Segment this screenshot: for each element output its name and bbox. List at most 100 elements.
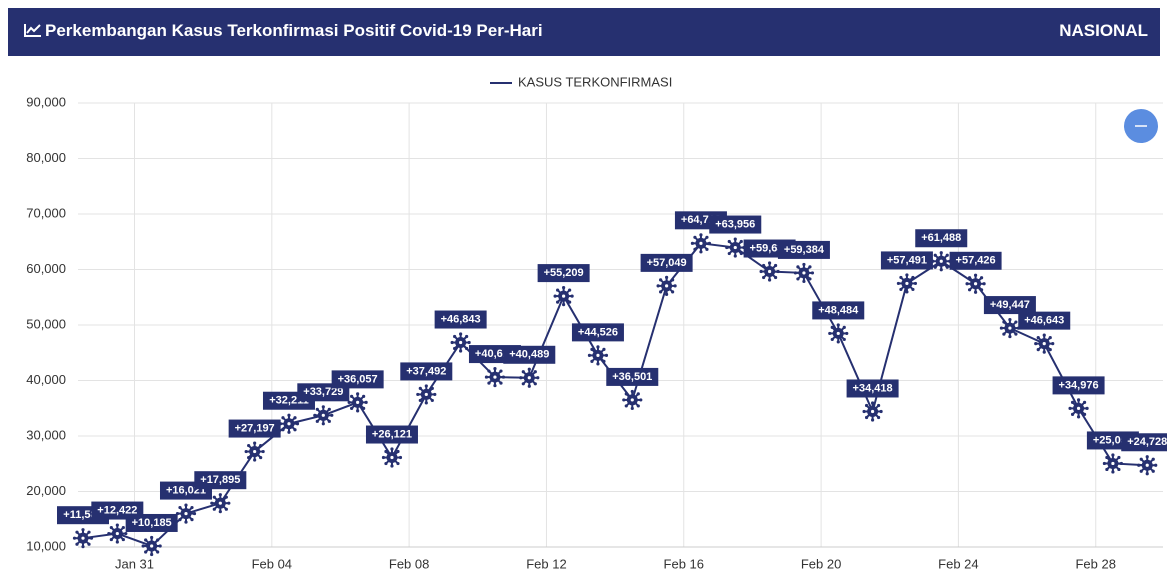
spike-tip xyxy=(690,241,695,245)
x-tick-label: Feb 20 xyxy=(801,556,841,571)
spike-tip xyxy=(398,455,403,460)
data-label: +57,049 xyxy=(647,257,687,269)
spike-tip xyxy=(739,251,743,256)
spike-tip xyxy=(587,353,592,357)
spike-tip xyxy=(671,278,675,282)
spike-tip xyxy=(973,290,978,294)
zoom-button[interactable] xyxy=(1124,109,1158,143)
data-label: +34,976 xyxy=(1059,379,1099,391)
spike-tip xyxy=(465,346,469,351)
spike-tip xyxy=(665,292,669,296)
spike-tip xyxy=(877,415,881,420)
spike-tip xyxy=(604,353,609,357)
spike-tip xyxy=(450,340,454,345)
spike-tip xyxy=(570,294,574,298)
spike-tip xyxy=(527,367,531,371)
spike-tip xyxy=(1145,472,1149,476)
spike-tip xyxy=(212,495,216,499)
spike-tip xyxy=(624,392,628,396)
spike-tip xyxy=(828,331,832,336)
spike-tip xyxy=(965,282,969,286)
spike-tip xyxy=(418,386,422,391)
spike-tip xyxy=(487,381,491,385)
spike-tip xyxy=(465,334,469,339)
spike-tip xyxy=(1014,320,1018,324)
spike-tip xyxy=(1048,336,1052,340)
data-label: +63,956 xyxy=(715,218,755,230)
virus-dot xyxy=(870,409,875,414)
spike-tip xyxy=(979,276,984,280)
data-label-bg xyxy=(709,215,762,234)
spike-tip xyxy=(121,537,125,542)
spike-tip xyxy=(190,505,194,510)
header: Perkembangan Kasus Terkonfirmasi Positif… xyxy=(8,8,1160,56)
spike-tip xyxy=(967,288,972,292)
spike-tip xyxy=(693,247,697,251)
virus-marker xyxy=(484,366,506,388)
spike-tip xyxy=(467,340,471,345)
spike-tip xyxy=(1111,453,1115,457)
spike-tip xyxy=(89,536,94,540)
spike-tip xyxy=(896,281,901,286)
spike-tip xyxy=(556,288,560,292)
spike-tip xyxy=(636,404,640,408)
spike-tip xyxy=(727,251,731,256)
spike-tip xyxy=(911,275,915,280)
line xyxy=(82,242,1148,548)
spike-tip xyxy=(931,259,935,263)
region[interactable]: NASIONAL xyxy=(1059,21,1148,40)
spike-tip xyxy=(533,370,537,374)
spike-tip xyxy=(636,392,640,396)
spike-tip xyxy=(939,251,943,255)
x-tick-label: Feb 04 xyxy=(252,556,292,571)
spike-tip xyxy=(665,275,669,279)
virus-marker xyxy=(1068,398,1089,419)
data-label-bg xyxy=(228,419,281,438)
virus-dot xyxy=(218,501,222,505)
spike-tip xyxy=(1076,415,1081,419)
spike-tip xyxy=(1002,320,1006,324)
title-text: Perkembangan Kasus Terkonfirmasi Positif… xyxy=(45,21,543,40)
spike-tip xyxy=(87,542,91,546)
data-label-bg xyxy=(777,240,830,259)
data-label: +34,418 xyxy=(853,382,893,394)
spike-tip xyxy=(144,538,148,542)
spike-tip xyxy=(390,464,394,468)
spike-tip xyxy=(144,550,148,554)
spike-tip xyxy=(999,326,1004,330)
data-label-bg xyxy=(194,471,247,490)
virus-marker xyxy=(725,237,746,258)
spike-tip xyxy=(81,545,85,549)
spike-tip xyxy=(596,345,600,349)
spike-tip xyxy=(224,495,228,499)
spike-tip xyxy=(75,542,79,546)
spike-tip xyxy=(568,288,572,292)
spike-tip xyxy=(150,535,154,540)
data-label-bg xyxy=(1121,433,1167,452)
virus-dot xyxy=(562,294,566,298)
virus-marker xyxy=(622,389,643,411)
spike-tip xyxy=(656,284,660,288)
data-label: +36,057 xyxy=(338,373,378,385)
spike-tip xyxy=(905,290,909,294)
virus-marker xyxy=(244,441,265,462)
data-label: +57,491 xyxy=(887,254,927,266)
spike-tip xyxy=(658,290,663,294)
x-tick-label: Jan 31 xyxy=(115,556,154,571)
y-tick-label: 20,000 xyxy=(26,483,66,498)
spike-tip xyxy=(1036,348,1040,352)
spike-tip xyxy=(321,405,325,409)
virus-marker xyxy=(347,392,368,413)
data-label-bg xyxy=(1018,311,1071,330)
spike-tip xyxy=(212,507,216,511)
spike-tip xyxy=(430,398,434,403)
spike-tip xyxy=(862,409,866,414)
spike-tip xyxy=(81,528,85,532)
spike-tip xyxy=(175,511,180,516)
data-label: +57,426 xyxy=(956,255,996,267)
spike-tip xyxy=(527,384,531,388)
virus-dot xyxy=(115,531,119,536)
data-label: +61,488 xyxy=(921,232,961,244)
virus-dot xyxy=(733,245,737,250)
spike-tip xyxy=(293,416,297,420)
